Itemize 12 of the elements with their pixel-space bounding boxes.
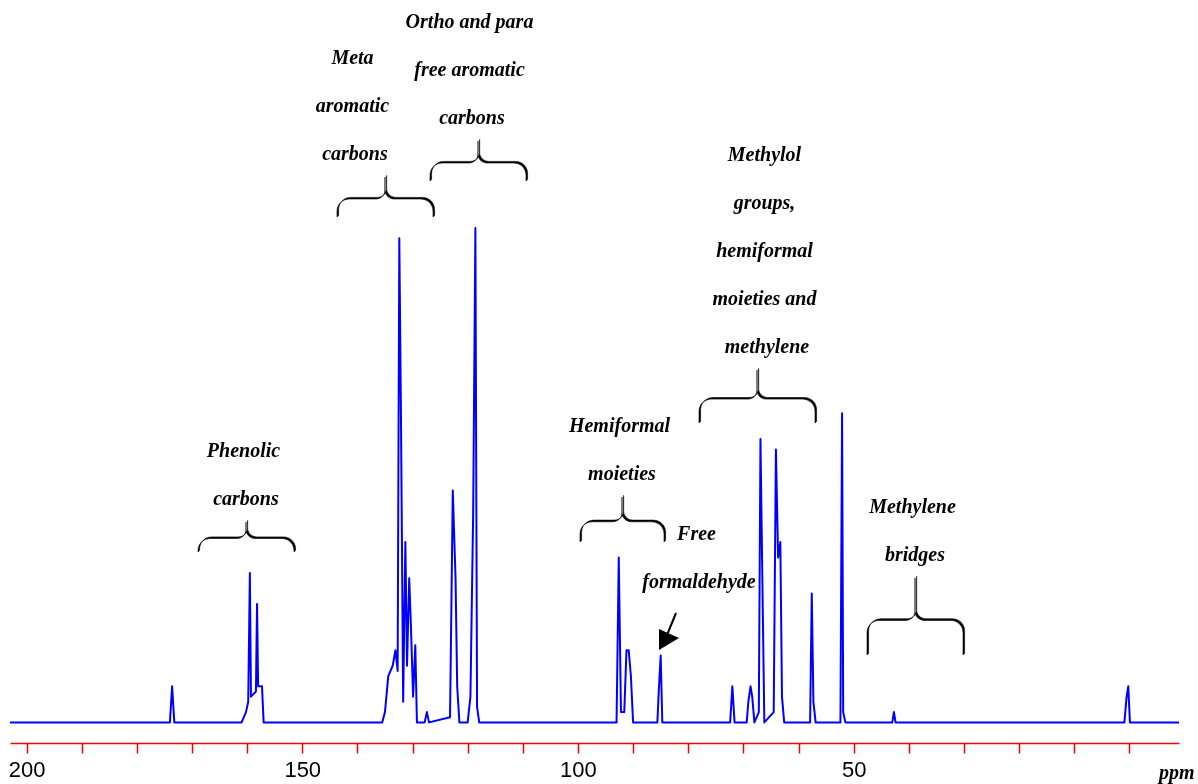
text: Phenolic carbons: [206, 439, 281, 509]
x-tick-label: 100: [560, 756, 597, 782]
x-tick-label: 150: [284, 756, 322, 782]
text: Meta aromatic carbons: [315, 46, 390, 164]
text: Hemiformal moieties: [568, 414, 671, 484]
text: Methylol groups, hemiformal moieties and methylene: [712, 143, 817, 357]
x-tick-label: 50: [841, 756, 867, 782]
x-tick-label: 200: [8, 756, 46, 782]
text: Ortho and para free aromatic carbons: [405, 10, 534, 128]
text: Methylene bridges: [869, 495, 956, 565]
x-axis-title: ppm: [1156, 760, 1195, 784]
text: Free formaldehyde: [642, 522, 756, 592]
